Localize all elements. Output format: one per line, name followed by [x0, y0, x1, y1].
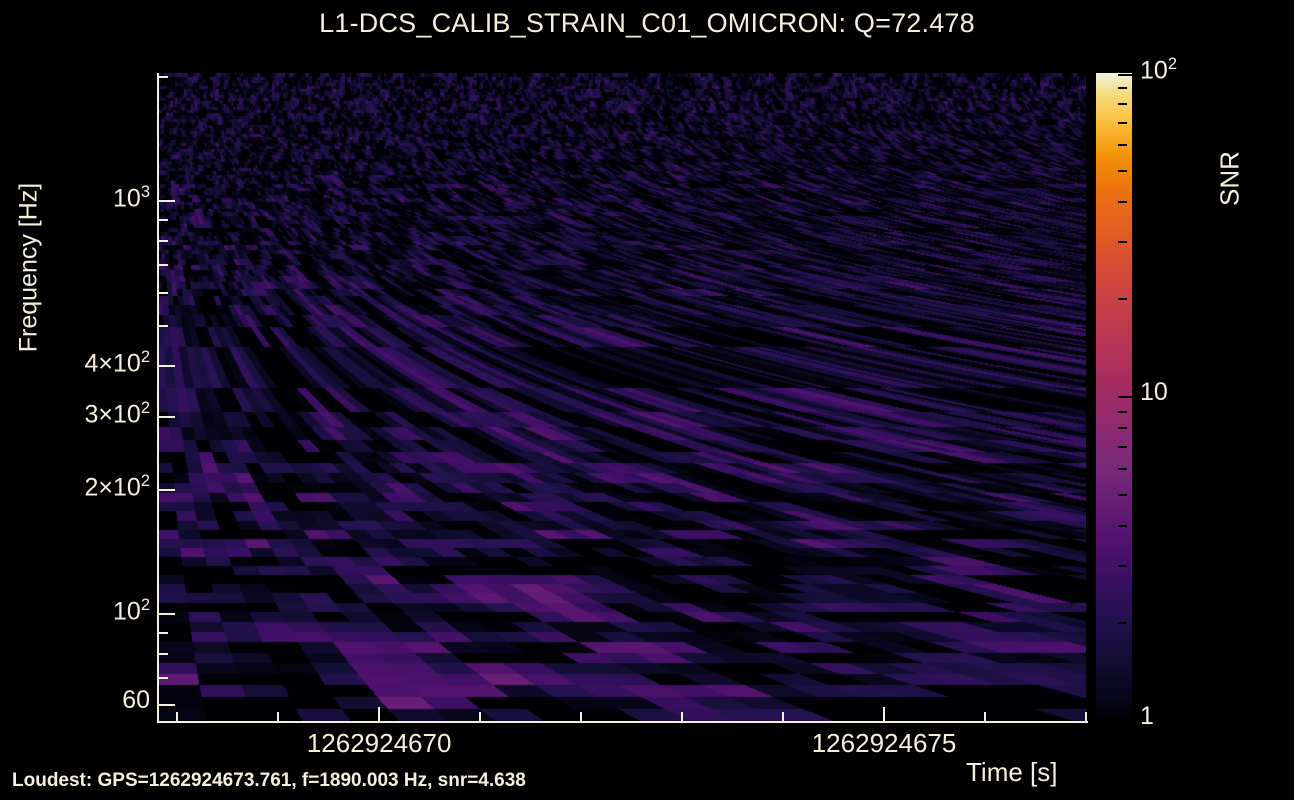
x-minor-tick — [580, 712, 583, 721]
y-tick-4x10^2 — [159, 364, 175, 367]
x-tick-label-1262924670: 1262924670 — [306, 728, 452, 758]
y-minor-tick — [159, 264, 168, 267]
y-tick-3x10^2 — [159, 416, 175, 419]
colorbar-tick — [1118, 169, 1127, 172]
y-minor-tick — [159, 652, 168, 655]
colorbar-tick — [1118, 446, 1127, 449]
colorbar-tick — [1118, 493, 1127, 496]
y-minor-tick — [159, 240, 168, 243]
y-tick-10^2 — [159, 612, 175, 615]
y-tick-60 — [159, 704, 175, 707]
colorbar-tick — [1118, 565, 1127, 568]
colorbar-title-wrap: SNR — [1215, 78, 1245, 278]
y-tick-label-3x10^2: 3×102 — [84, 399, 151, 429]
colorbar-title: SNR — [1214, 151, 1245, 206]
colorbar-tick — [1118, 200, 1127, 203]
colorbar-tick — [1118, 143, 1127, 146]
colorbar-tick-label-100: 102 — [1140, 55, 1177, 85]
x-tick-1262924670 — [378, 707, 381, 721]
colorbar-tick-label-10: 10 — [1140, 378, 1168, 406]
y-tick-label-10^3: 103 — [113, 183, 150, 213]
colorbar-tick — [1118, 410, 1127, 413]
colorbar-tick — [1118, 86, 1127, 89]
colorbar-tick — [1118, 622, 1127, 625]
x-tick-1262924675 — [883, 707, 886, 721]
colorbar-tick-label-1: 1 — [1140, 702, 1154, 730]
y-tick-label-4x10^2: 4×102 — [84, 347, 151, 377]
spectrogram-plot-area[interactable] — [157, 73, 1086, 721]
colorbar-tick — [1118, 298, 1127, 301]
y-tick-label-2x10^2: 2×102 — [84, 471, 151, 502]
x-axis-spine — [157, 721, 1088, 723]
y-tick-2x10^2 — [159, 488, 175, 491]
page-title: L1-DCS_CALIB_STRAIN_C01_OMICRON: Q=72.47… — [319, 8, 975, 38]
colorbar-tick — [1118, 720, 1132, 722]
colorbar-tick — [1118, 427, 1127, 430]
x-minor-tick — [176, 712, 179, 721]
y-minor-tick — [159, 631, 168, 634]
y-minor-tick — [159, 219, 168, 222]
x-minor-tick — [1085, 712, 1087, 721]
x-minor-tick — [277, 712, 280, 721]
x-minor-tick — [984, 712, 987, 721]
x-minor-tick — [479, 712, 482, 721]
y-tick-label-10^2: 102 — [113, 595, 150, 626]
colorbar-tick — [1118, 467, 1127, 470]
y-minor-tick — [159, 76, 168, 79]
x-minor-tick — [782, 712, 785, 721]
y-minor-tick — [159, 324, 168, 327]
colorbar-tick — [1118, 241, 1127, 244]
x-minor-tick — [681, 712, 684, 721]
loudest-event-text: Loudest: GPS=1262924673.761, f=1890.003 … — [12, 770, 526, 791]
colorbar-tick — [1118, 396, 1132, 398]
y-axis-spine — [157, 73, 159, 723]
x-axis-title: Time [s] — [966, 757, 1058, 787]
x-tick-label-1262924675: 1262924675 — [811, 728, 957, 758]
colorbar-tick — [1118, 103, 1127, 106]
y-tick-10^3 — [159, 200, 175, 203]
colorbar-tick — [1118, 524, 1127, 527]
spectrogram-image — [157, 73, 1086, 721]
y-minor-tick — [159, 676, 168, 679]
y-axis-title: Frequency [Hz] — [14, 182, 43, 353]
y-tick-label-60: 60 — [122, 686, 150, 715]
colorbar-tick — [1118, 74, 1132, 76]
y-minor-tick — [159, 291, 168, 294]
colorbar-tick — [1118, 122, 1127, 125]
